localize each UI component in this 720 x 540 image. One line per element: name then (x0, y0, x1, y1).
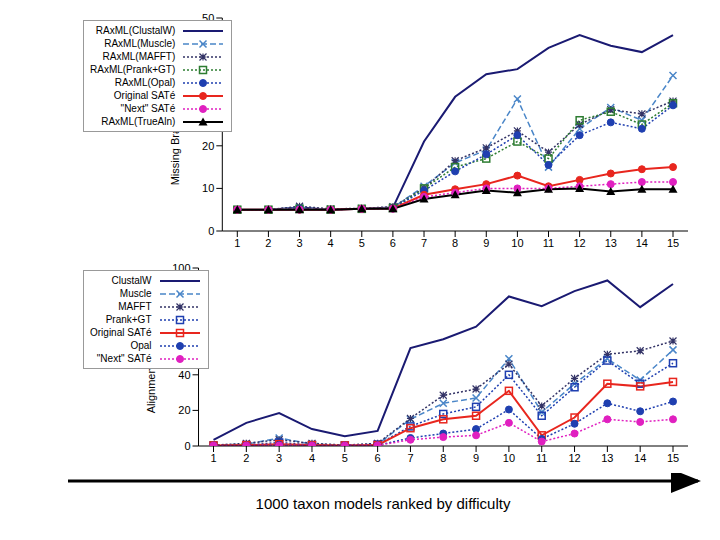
svg-text:15: 15 (667, 237, 679, 249)
svg-text:0: 0 (208, 225, 214, 237)
svg-text:100: 100 (172, 262, 190, 274)
svg-text:4: 4 (328, 237, 334, 249)
svg-text:Missing Branch Rate (%): Missing Branch Rate (%) (169, 64, 181, 186)
svg-text:8: 8 (452, 237, 458, 249)
svg-text:10: 10 (511, 237, 523, 249)
svg-text:7: 7 (407, 452, 413, 464)
svg-text:12: 12 (568, 452, 580, 464)
svg-text:30: 30 (202, 97, 214, 109)
svg-text:0: 0 (184, 440, 190, 452)
svg-text:11: 11 (536, 452, 547, 464)
svg-text:60: 60 (178, 333, 190, 345)
svg-text:1: 1 (234, 237, 240, 249)
svg-text:14: 14 (636, 237, 648, 249)
svg-text:6: 6 (390, 237, 396, 249)
svg-text:40: 40 (178, 369, 190, 381)
svg-text:9: 9 (473, 452, 479, 464)
svg-text:Alignment SP-FN Error: Alignment SP-FN Error (145, 300, 157, 413)
svg-text:5: 5 (342, 452, 348, 464)
svg-text:10: 10 (503, 452, 515, 464)
svg-text:50: 50 (202, 12, 214, 24)
svg-text:2: 2 (243, 452, 249, 464)
svg-text:3: 3 (276, 452, 282, 464)
svg-text:9: 9 (483, 237, 489, 249)
svg-text:20: 20 (178, 404, 190, 416)
svg-text:1: 1 (210, 452, 216, 464)
svg-text:12: 12 (574, 237, 586, 249)
svg-text:80: 80 (178, 298, 190, 310)
svg-text:5: 5 (359, 237, 365, 249)
svg-text:20: 20 (202, 140, 214, 152)
svg-text:2: 2 (265, 237, 271, 249)
svg-text:13: 13 (601, 452, 613, 464)
svg-text:7: 7 (421, 237, 427, 249)
svg-text:4: 4 (309, 452, 315, 464)
svg-text:8: 8 (440, 452, 446, 464)
svg-text:3: 3 (296, 237, 302, 249)
svg-text:10: 10 (202, 182, 214, 194)
svg-text:1000 taxon models ranked by di: 1000 taxon models ranked by difficulty (256, 495, 511, 512)
svg-text:11: 11 (543, 237, 554, 249)
svg-text:40: 40 (202, 55, 214, 67)
svg-text:13: 13 (605, 237, 617, 249)
svg-text:14: 14 (634, 452, 646, 464)
svg-text:6: 6 (375, 452, 381, 464)
svg-text:15: 15 (667, 452, 679, 464)
